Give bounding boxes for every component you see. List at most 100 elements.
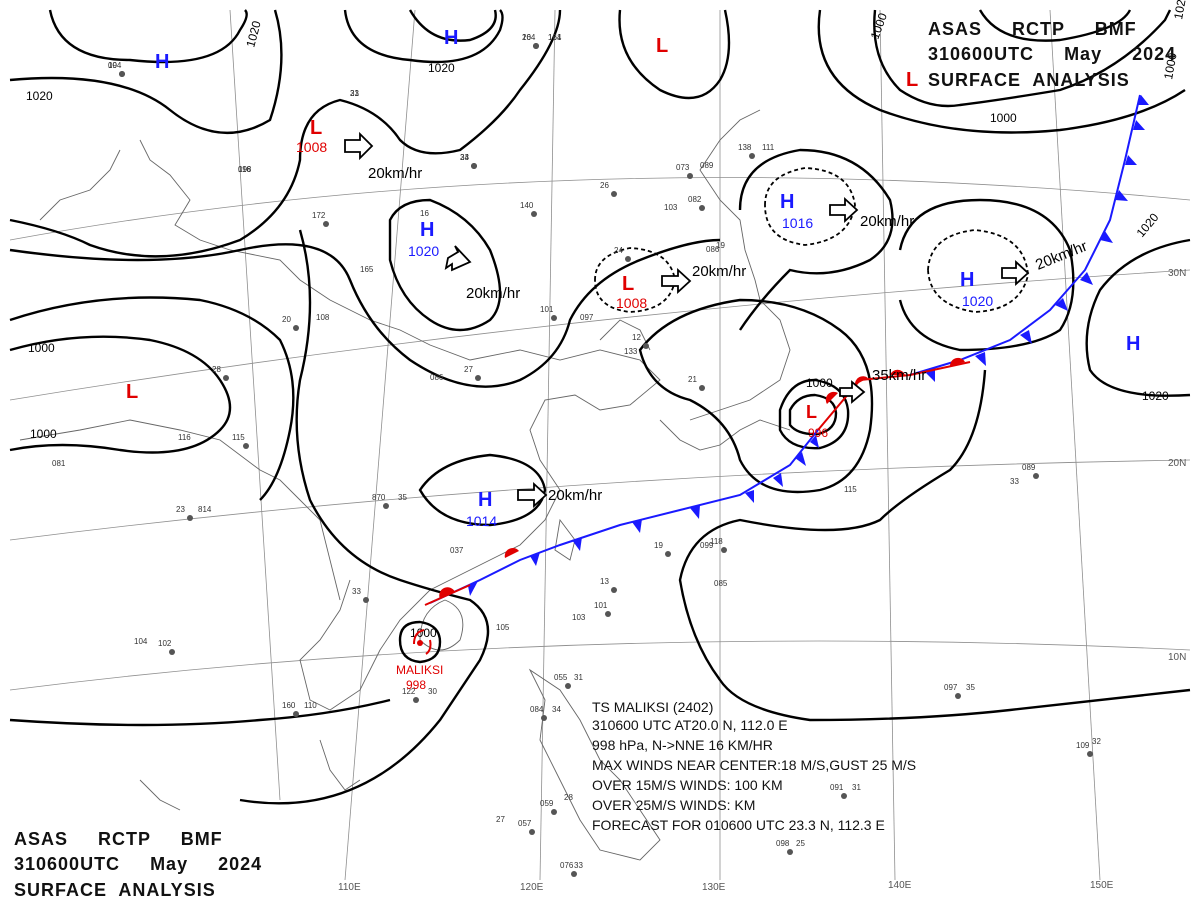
low-pressure-center: L <box>126 381 138 403</box>
station-observation-value: 115 <box>232 433 245 442</box>
station-circle <box>223 375 229 381</box>
station-observation-value: 104 <box>134 637 148 646</box>
high-pressure-value: 1016 <box>782 215 813 231</box>
station-observation-value: 085 <box>714 579 728 588</box>
isobar-label: 1020 <box>1142 389 1169 403</box>
longitude-label: 130E <box>702 882 726 893</box>
station-observation-value: 28 <box>564 793 573 802</box>
station-observation-value: 086 <box>706 245 720 254</box>
high-pressure-value: 1020 <box>962 293 993 309</box>
station-observation-value: 21 <box>688 375 697 384</box>
movement-speed-label: 20km/hr <box>466 285 520 302</box>
station-observation-value: 110 <box>304 701 317 710</box>
station-observation-value: 101 <box>594 601 608 610</box>
coordinate-labels: 30N 20N 10N 110E 120E 130E 140E 150E <box>338 268 1186 893</box>
station-observation-value: 133 <box>624 347 638 356</box>
station-circle <box>687 173 693 179</box>
station-observation-value: 33 <box>574 861 583 870</box>
station-observation-value: 104 <box>522 33 536 42</box>
station-observation-value: 35 <box>398 493 407 502</box>
movement-speed-label: 20km/hr <box>548 487 602 504</box>
isobar-label: 1000 <box>30 427 57 441</box>
isobar-label: 1000 <box>806 376 833 390</box>
typhoon-info-block: TS MALIKSI (2402) 310600 UTC AT20.0 N, 1… <box>592 699 916 833</box>
station-observation-value: 23 <box>350 89 359 98</box>
high-pressure-center: H <box>1126 333 1140 355</box>
movement-speed-label: 35km/hr <box>872 367 926 384</box>
latitude-label: 20N <box>1168 458 1186 469</box>
header-line-2: 310600UTC May 2024 <box>928 44 1176 64</box>
station-observation-value: 138 <box>738 143 752 152</box>
station-observation-value: 073 <box>676 163 690 172</box>
station-circle <box>383 503 389 509</box>
chart-header-top: ASAS RCTP BMF 310600UTC May 2024 L SURFA… <box>906 19 1176 91</box>
station-circle <box>187 515 193 521</box>
station-circle <box>169 649 175 655</box>
high-pressure-center: H <box>478 489 492 511</box>
isobar-label: 1000 <box>410 626 437 640</box>
station-observation-value: 12 <box>632 333 641 342</box>
station-observation-value: 103 <box>664 203 678 212</box>
longitude-label: 140E <box>888 880 912 891</box>
station-observation-value: 102 <box>158 639 172 648</box>
station-observation-value: 172 <box>312 211 326 220</box>
storm-pressure: 998 <box>406 678 426 692</box>
header-line-2: 310600UTC May 2024 <box>14 854 262 874</box>
low-pressure-value: 1008 <box>616 295 647 311</box>
station-observation-value: 33 <box>352 587 361 596</box>
station-observation-value: 098 <box>238 165 252 174</box>
station-observation-value: 26 <box>600 181 609 190</box>
station-observation-value: 19 <box>716 241 725 250</box>
movement-speed-label: 20km/hr <box>860 213 914 230</box>
station-observation-value: 116 <box>238 165 251 174</box>
station-circle <box>787 849 793 855</box>
station-observation-value: 35 <box>966 683 975 692</box>
station-observation-value: 19 <box>654 541 663 550</box>
station-circle <box>551 315 557 321</box>
station-observation-value: 115 <box>844 485 857 494</box>
station-observation-value: 111 <box>762 143 775 152</box>
high-pressure-center: H <box>960 269 974 291</box>
low-pressure-center: L <box>310 117 322 139</box>
station-observation-value: 116 <box>178 433 191 442</box>
graticule <box>9 9 1191 881</box>
station-observation-value: 27 <box>496 815 505 824</box>
storm-name: MALIKSI <box>396 663 443 677</box>
typhoon-info-line: FORECAST FOR 010600 UTC 23.3 N, 112.3 E <box>592 817 885 833</box>
storm-icon <box>413 629 432 655</box>
station-observation-value: 30 <box>428 687 437 696</box>
station-observation-value: 24 <box>614 246 623 255</box>
station-observation-value: 091 <box>830 783 844 792</box>
station-circle <box>605 611 611 617</box>
station-circle <box>955 693 961 699</box>
isobar-label: 1020 <box>1171 0 1189 21</box>
longitude-label: 150E <box>1090 880 1114 891</box>
station-observation-value: 059 <box>540 799 554 808</box>
high-pressure-center: H <box>780 191 794 213</box>
station-observation-value: 105 <box>496 623 510 632</box>
station-circle <box>529 829 535 835</box>
station-circle <box>531 211 537 217</box>
movement-speed-label: 20km/hr <box>692 263 746 280</box>
station-observation-value: 099 <box>700 541 714 550</box>
station-observation-value: 28 <box>212 365 221 374</box>
station-circle <box>471 163 477 169</box>
station-circle <box>533 43 539 49</box>
isobar-label: 1000 <box>1161 51 1179 80</box>
isobar-label: 1000 <box>868 11 890 41</box>
movement-speed-label: 20km/hr <box>1033 238 1090 274</box>
station-circle <box>699 385 705 391</box>
station-observation-value: 13 <box>600 577 609 586</box>
station-circle <box>293 711 299 717</box>
station-observation-value: 089 <box>1022 463 1036 472</box>
latitude-label: 30N <box>1168 268 1186 279</box>
typhoon-info-line: 998 hPa, N->NNE 16 KM/HR <box>592 737 773 753</box>
station-observation-value: 109 <box>1076 741 1090 750</box>
isobar-label: 1020 <box>243 19 264 49</box>
station-observation-value: 32 <box>1092 737 1101 746</box>
station-circle <box>293 325 299 331</box>
station-observation-value: 27 <box>464 365 473 374</box>
station-observation-value: 076 <box>560 861 574 870</box>
station-observation-value: 108 <box>316 313 330 322</box>
station-observation-value: 055 <box>554 673 568 682</box>
